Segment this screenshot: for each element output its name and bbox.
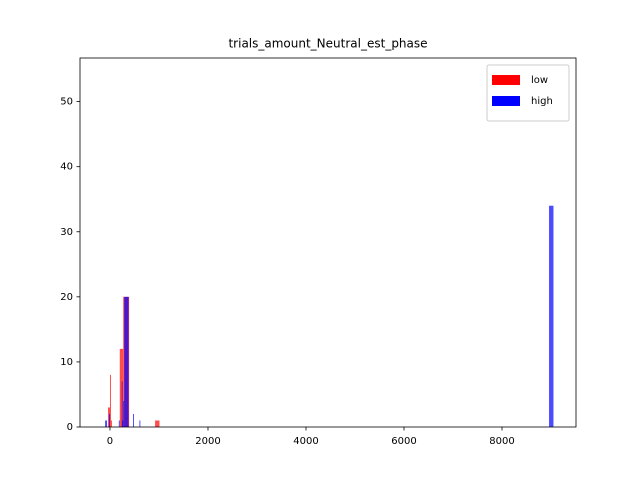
- legend-box: [486, 64, 570, 122]
- x-tick-label: 4000: [293, 436, 318, 447]
- y-tick-label: 30: [60, 227, 73, 238]
- bar: [124, 296, 129, 427]
- bar: [109, 374, 111, 427]
- bar: [133, 413, 135, 427]
- bar: [110, 420, 112, 427]
- legend-swatch: [492, 96, 520, 106]
- legend-swatch: [492, 75, 520, 85]
- y-tick-label: 40: [60, 162, 73, 173]
- bar: [549, 205, 554, 427]
- bar: [121, 381, 123, 427]
- legend-label: high: [531, 96, 553, 107]
- bar: [118, 420, 120, 427]
- bar: [139, 420, 141, 427]
- plot-frame: [79, 57, 577, 428]
- bar: [123, 400, 125, 427]
- bar: [122, 420, 124, 427]
- y-tick-label: 0: [67, 422, 73, 433]
- legend-label: low: [531, 75, 548, 86]
- y-tick-label: 10: [60, 357, 73, 368]
- x-tick-label: 8000: [489, 436, 514, 447]
- x-tick-label: 6000: [391, 436, 416, 447]
- bar: [109, 413, 110, 427]
- bar: [119, 348, 124, 427]
- bar: [105, 420, 108, 427]
- chart-title: trials_amount_Neutral_est_phase: [228, 37, 427, 51]
- y-tick-label: 50: [60, 97, 73, 108]
- x-tick-label: 2000: [195, 436, 220, 447]
- y-tick-label: 20: [60, 292, 73, 303]
- bar: [155, 420, 160, 427]
- x-tick-label: 0: [107, 436, 113, 447]
